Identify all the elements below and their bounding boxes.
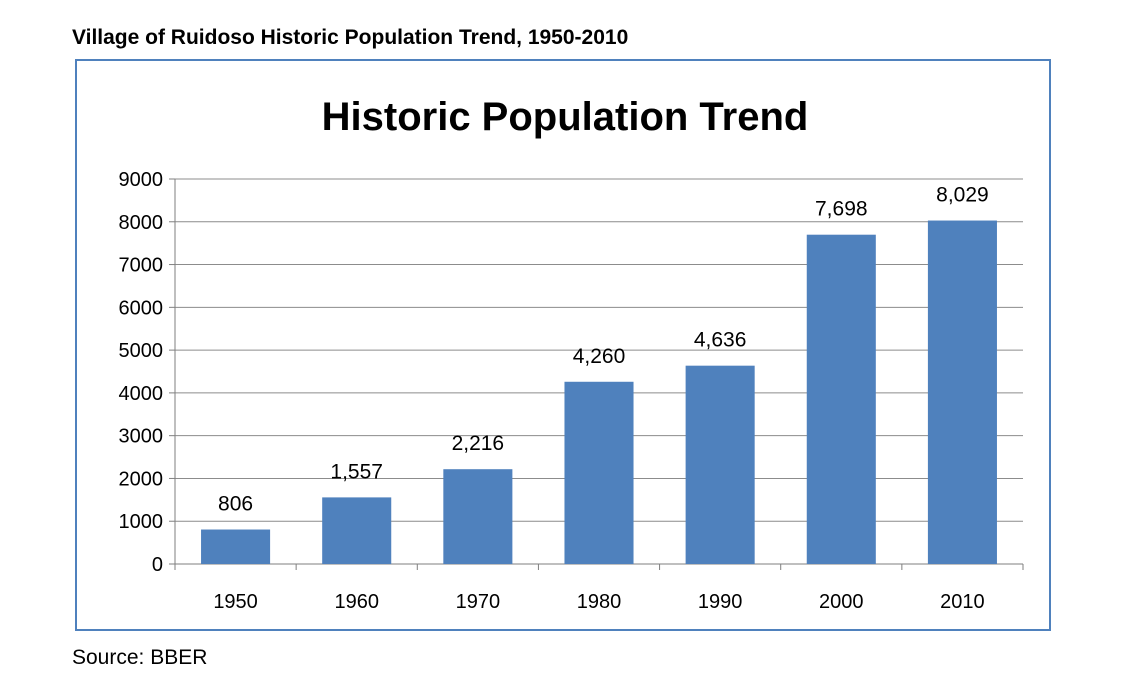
- y-tick-label: 6000: [119, 297, 164, 319]
- y-tick-label: 3000: [119, 426, 164, 448]
- bar-1980: [564, 381, 634, 564]
- data-label-1970: 2,216: [452, 432, 505, 455]
- y-tick-label: 9000: [119, 169, 164, 191]
- chart-title: Historic Population Trend: [322, 95, 809, 139]
- x-tick-label: 1990: [698, 591, 743, 613]
- x-tick-label: 1980: [577, 591, 622, 613]
- x-tick-label: 2000: [819, 591, 864, 613]
- x-tick-label: 1960: [334, 591, 379, 613]
- y-tick-label: 5000: [119, 340, 164, 362]
- y-tick-label: 2000: [119, 468, 164, 490]
- bar-chart: Historic Population Trend 806 1,557 2,216 4…: [119, 95, 1024, 613]
- bar-1990: [685, 365, 755, 564]
- data-label-1950: 806: [218, 493, 253, 516]
- bar-2000: [806, 234, 876, 565]
- bar-1960: [322, 497, 392, 564]
- y-tick-label: 8000: [119, 212, 164, 234]
- figure-caption: Village of Ruidoso Historic Population T…: [72, 26, 629, 49]
- data-label-2010: 8,029: [936, 184, 989, 207]
- x-tick-label: 1950: [213, 591, 257, 613]
- y-axis-ticks: 0 1000 2000 3000 4000 5000 6000 7000 8000 9000: [119, 169, 164, 576]
- x-axis-ticks: 1950 1960 1970 1980 1990 2000 2010: [213, 591, 984, 613]
- data-label-1980: 4,260: [573, 345, 626, 368]
- bar-2010: [927, 220, 997, 564]
- data-label-1960: 1,557: [330, 460, 383, 483]
- y-tick-label: 4000: [119, 383, 164, 405]
- data-labels: 806 1,557 2,216 4,260 4,636 7,698 8,029: [218, 184, 989, 516]
- x-tick-label: 1970: [456, 591, 501, 613]
- source-note: Source: BBER: [72, 646, 208, 669]
- x-tick-label: 2010: [940, 591, 985, 613]
- bar-1950: [201, 529, 271, 564]
- y-tick-label: 1000: [119, 511, 164, 533]
- y-tick-label: 7000: [119, 255, 164, 277]
- y-tick-label: 0: [152, 554, 163, 576]
- bar-1970: [443, 469, 513, 564]
- data-label-1990: 4,636: [694, 329, 747, 352]
- data-label-2000: 7,698: [815, 198, 868, 221]
- chart-frame: Historic Population Trend 806 1,557 2,216 4…: [75, 59, 1051, 631]
- bars: [201, 220, 997, 565]
